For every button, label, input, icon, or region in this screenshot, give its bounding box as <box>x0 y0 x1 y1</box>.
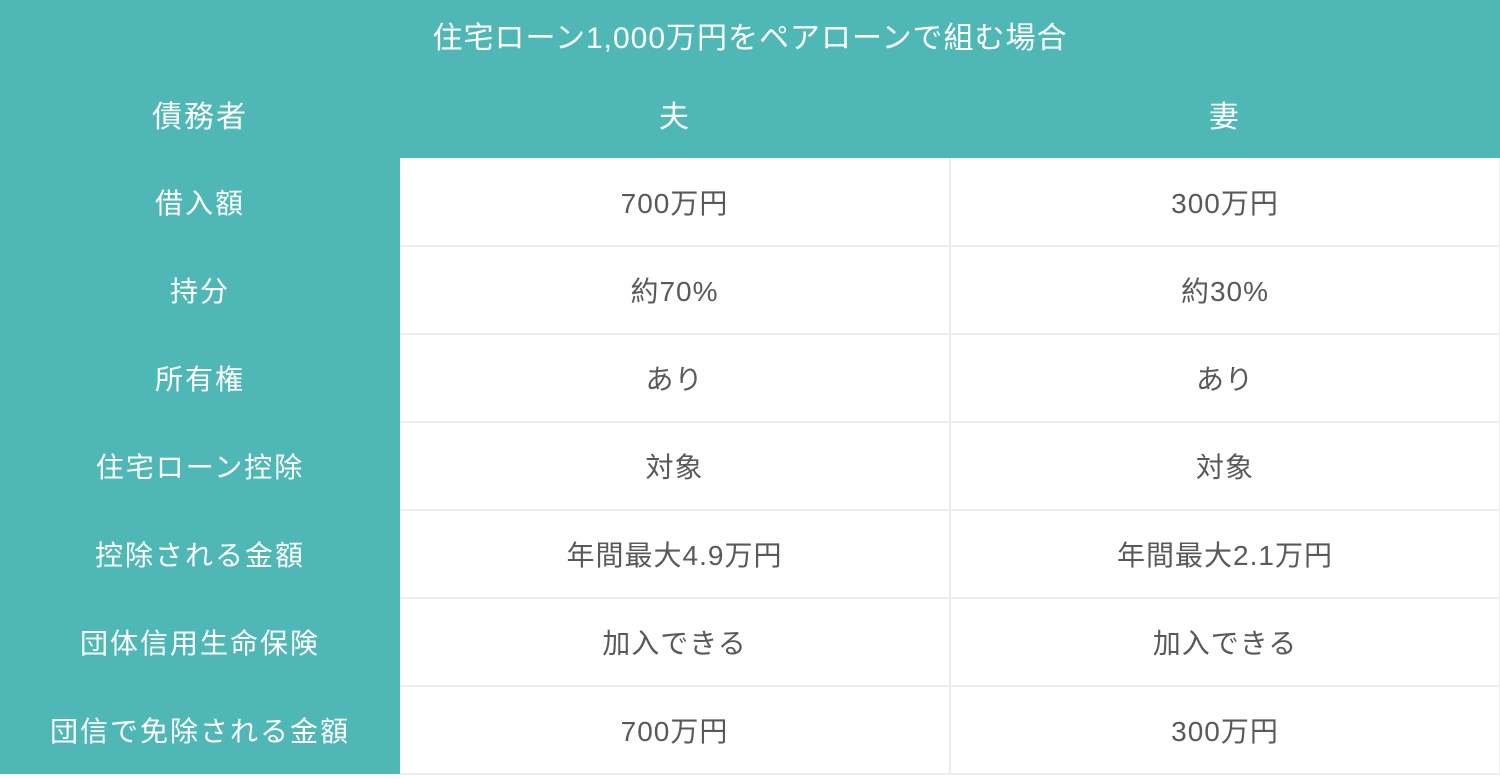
title-row: 住宅ローン1,000万円をペアローンで組む場合 <box>0 0 1500 70</box>
row-label: 住宅ローン控除 <box>0 422 400 510</box>
col-header-wife: 妻 <box>950 70 1500 158</box>
column-header-row: 債務者 夫 妻 <box>0 70 1500 158</box>
cell-husband: 対象 <box>400 422 950 510</box>
cell-wife: 対象 <box>950 422 1500 510</box>
table-body: 住宅ローン1,000万円をペアローンで組む場合 債務者 夫 妻 借入額 700万… <box>0 0 1500 774</box>
table-row: 団体信用生命保険 加入できる 加入できる <box>0 598 1500 686</box>
table-row: 所有権 あり あり <box>0 334 1500 422</box>
cell-husband: あり <box>400 334 950 422</box>
cell-husband: 700万円 <box>400 158 950 246</box>
cell-husband: 年間最大4.9万円 <box>400 510 950 598</box>
cell-wife: 約30% <box>950 246 1500 334</box>
cell-wife: あり <box>950 334 1500 422</box>
cell-husband: 700万円 <box>400 686 950 774</box>
row-label: 団体信用生命保険 <box>0 598 400 686</box>
cell-wife: 加入できる <box>950 598 1500 686</box>
row-label: 持分 <box>0 246 400 334</box>
row-label: 団信で免除される金額 <box>0 686 400 774</box>
col-header-label: 債務者 <box>0 70 400 158</box>
row-label: 控除される金額 <box>0 510 400 598</box>
table-row: 持分 約70% 約30% <box>0 246 1500 334</box>
table-row: 住宅ローン控除 対象 対象 <box>0 422 1500 510</box>
cell-wife: 年間最大2.1万円 <box>950 510 1500 598</box>
row-label: 所有権 <box>0 334 400 422</box>
table-row: 借入額 700万円 300万円 <box>0 158 1500 246</box>
cell-husband: 加入できる <box>400 598 950 686</box>
cell-wife: 300万円 <box>950 158 1500 246</box>
cell-husband: 約70% <box>400 246 950 334</box>
table-title: 住宅ローン1,000万円をペアローンで組む場合 <box>0 0 1500 70</box>
table-row: 団信で免除される金額 700万円 300万円 <box>0 686 1500 774</box>
pair-loan-table: 住宅ローン1,000万円をペアローンで組む場合 債務者 夫 妻 借入額 700万… <box>0 0 1500 775</box>
col-header-husband: 夫 <box>400 70 950 158</box>
row-label: 借入額 <box>0 158 400 246</box>
table-row: 控除される金額 年間最大4.9万円 年間最大2.1万円 <box>0 510 1500 598</box>
cell-wife: 300万円 <box>950 686 1500 774</box>
